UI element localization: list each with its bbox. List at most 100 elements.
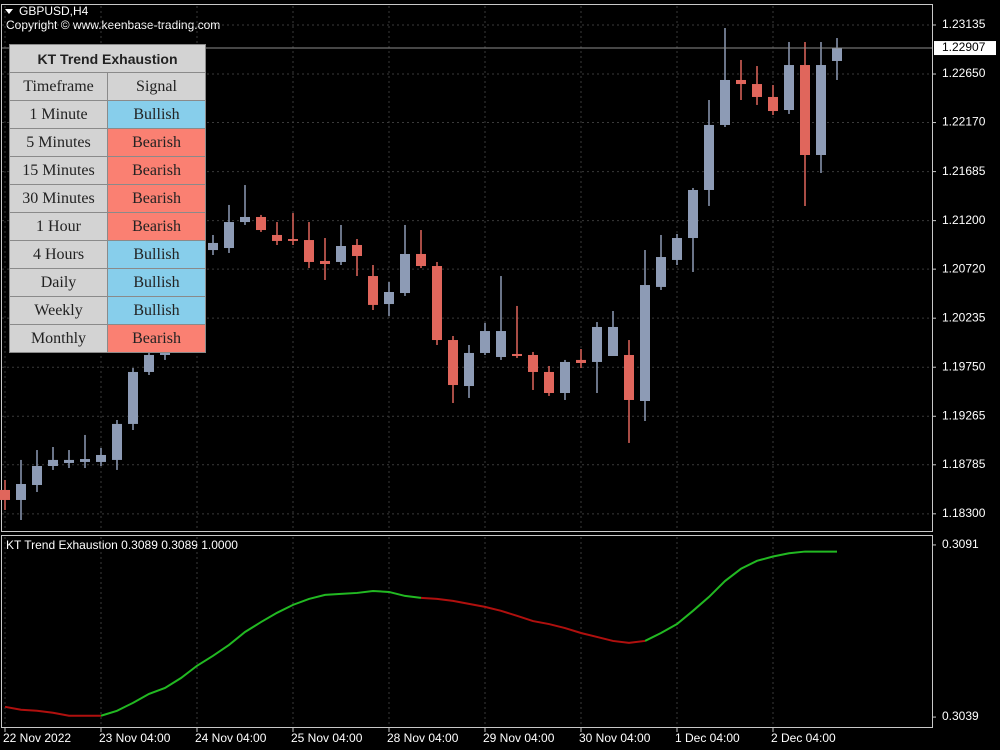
timeframe-cell: 5 Minutes bbox=[9, 128, 108, 157]
table-row: Daily Bullish bbox=[9, 268, 206, 297]
candle-body bbox=[832, 48, 842, 61]
signal-cell: Bearish bbox=[107, 156, 206, 185]
candle-body bbox=[688, 189, 698, 239]
signal-table: KT Trend Exhaustion Timeframe Signal 1 Minu… bbox=[9, 44, 206, 353]
timeframe-cell: Monthly bbox=[9, 324, 108, 353]
signal-cell: Bullish bbox=[107, 240, 206, 269]
table-title-row: KT Trend Exhaustion bbox=[9, 44, 206, 73]
candle-body bbox=[80, 459, 90, 462]
y-tick-label: 1.20235 bbox=[942, 310, 986, 324]
table-row: 30 Minutes Bearish bbox=[9, 184, 206, 213]
x-tick-label: 30 Nov 04:00 bbox=[579, 731, 651, 745]
candle-body bbox=[784, 65, 794, 111]
y-tick-label: 1.20720 bbox=[942, 261, 986, 275]
table-row: 5 Minutes Bearish bbox=[9, 128, 206, 157]
candle-body bbox=[32, 466, 42, 486]
candle-body bbox=[528, 354, 538, 372]
candle-body bbox=[480, 331, 490, 353]
candle-body bbox=[608, 326, 618, 356]
y-tick-label: 1.23135 bbox=[942, 17, 986, 31]
symbol-title: GBPUSD,H4 bbox=[19, 4, 89, 18]
timeframe-cell: Daily bbox=[9, 268, 108, 297]
candle-body bbox=[320, 260, 330, 264]
signal-cell: Bearish bbox=[107, 324, 206, 353]
y-tick-label: 1.19265 bbox=[942, 408, 986, 422]
candle-body bbox=[560, 361, 570, 394]
timeframe-cell: 30 Minutes bbox=[9, 184, 108, 213]
table-title: KT Trend Exhaustion bbox=[9, 44, 206, 73]
table-row: Weekly Bullish bbox=[9, 296, 206, 325]
x-tick-label: 28 Nov 04:00 bbox=[387, 731, 459, 745]
candle-body bbox=[720, 79, 730, 125]
x-tick-label: 22 Nov 2022 bbox=[3, 731, 71, 745]
candle-body bbox=[512, 353, 522, 356]
signal-cell: Bullish bbox=[107, 296, 206, 325]
table-row: Monthly Bearish bbox=[9, 324, 206, 353]
candle-body bbox=[416, 253, 426, 267]
candle-body bbox=[768, 96, 778, 112]
candle-body bbox=[544, 371, 554, 394]
candle-body bbox=[128, 371, 138, 424]
x-tick-label: 23 Nov 04:00 bbox=[99, 731, 171, 745]
signal-cell: Bearish bbox=[107, 184, 206, 213]
timeframe-cell: 4 Hours bbox=[9, 240, 108, 269]
candle-body bbox=[816, 65, 826, 156]
candle-body bbox=[256, 216, 266, 231]
candle-body bbox=[656, 257, 666, 287]
candle-body bbox=[640, 285, 650, 401]
column-header: Signal bbox=[107, 72, 206, 101]
candle-body bbox=[496, 331, 506, 358]
timeframe-cell: 1 Hour bbox=[9, 212, 108, 241]
candle-body bbox=[592, 326, 602, 362]
table-row: 15 Minutes Bearish bbox=[9, 156, 206, 185]
x-tick-label: 24 Nov 04:00 bbox=[195, 731, 267, 745]
candle-body bbox=[464, 352, 474, 387]
candle-body bbox=[48, 459, 58, 467]
last-price-box bbox=[934, 41, 996, 56]
candle-body bbox=[16, 483, 26, 500]
candle-body bbox=[704, 124, 714, 190]
candle-body bbox=[368, 276, 378, 305]
candle-body bbox=[752, 84, 762, 97]
candle-body bbox=[112, 423, 122, 460]
main-panel-frame bbox=[1, 4, 933, 532]
candle-body bbox=[304, 240, 314, 262]
indicator-line bbox=[4, 596, 646, 717]
timeframe-cell: Weekly bbox=[9, 296, 108, 325]
candle-body bbox=[288, 239, 298, 241]
y-tick-label: 1.18300 bbox=[942, 506, 986, 520]
candle-body bbox=[96, 454, 106, 462]
candle-body bbox=[336, 245, 346, 262]
candle-body bbox=[432, 266, 442, 341]
table-row: 1 Hour Bearish bbox=[9, 212, 206, 241]
y-tick-label: 1.22650 bbox=[942, 66, 986, 80]
candle-body bbox=[208, 242, 218, 251]
symbol-menu-arrow[interactable] bbox=[5, 9, 13, 14]
signal-cell: Bullish bbox=[107, 268, 206, 297]
signal-cell: Bullish bbox=[107, 100, 206, 129]
y-tick-label: 1.19750 bbox=[942, 359, 986, 373]
last-price-label: 1.22907 bbox=[942, 40, 986, 54]
candle-body bbox=[448, 340, 458, 386]
y-tick-label: 1.18785 bbox=[942, 457, 986, 471]
indicator-line bbox=[100, 550, 837, 717]
column-header: Timeframe bbox=[9, 72, 108, 101]
indicator-title: KT Trend Exhaustion 0.3089 0.3089 1.0000 bbox=[6, 538, 238, 552]
table-row: 4 Hours Bullish bbox=[9, 240, 206, 269]
timeframe-cell: 15 Minutes bbox=[9, 156, 108, 185]
candle-body bbox=[240, 216, 250, 223]
table-row: 1 Minute Bullish bbox=[9, 100, 206, 129]
y-tick-label: 0.3091 bbox=[942, 537, 979, 551]
x-tick-label: 2 Dec 04:00 bbox=[771, 731, 836, 745]
candle-body bbox=[576, 359, 586, 363]
candle-body bbox=[0, 489, 10, 500]
candle-body bbox=[800, 65, 810, 156]
y-tick-label: 1.21685 bbox=[942, 164, 986, 178]
signal-cell: Bearish bbox=[107, 128, 206, 157]
candle-body bbox=[64, 459, 74, 463]
table-header-row: Timeframe Signal bbox=[9, 72, 206, 101]
timeframe-cell: 1 Minute bbox=[9, 100, 108, 129]
candle-body bbox=[384, 292, 394, 305]
candle-body bbox=[224, 222, 234, 249]
